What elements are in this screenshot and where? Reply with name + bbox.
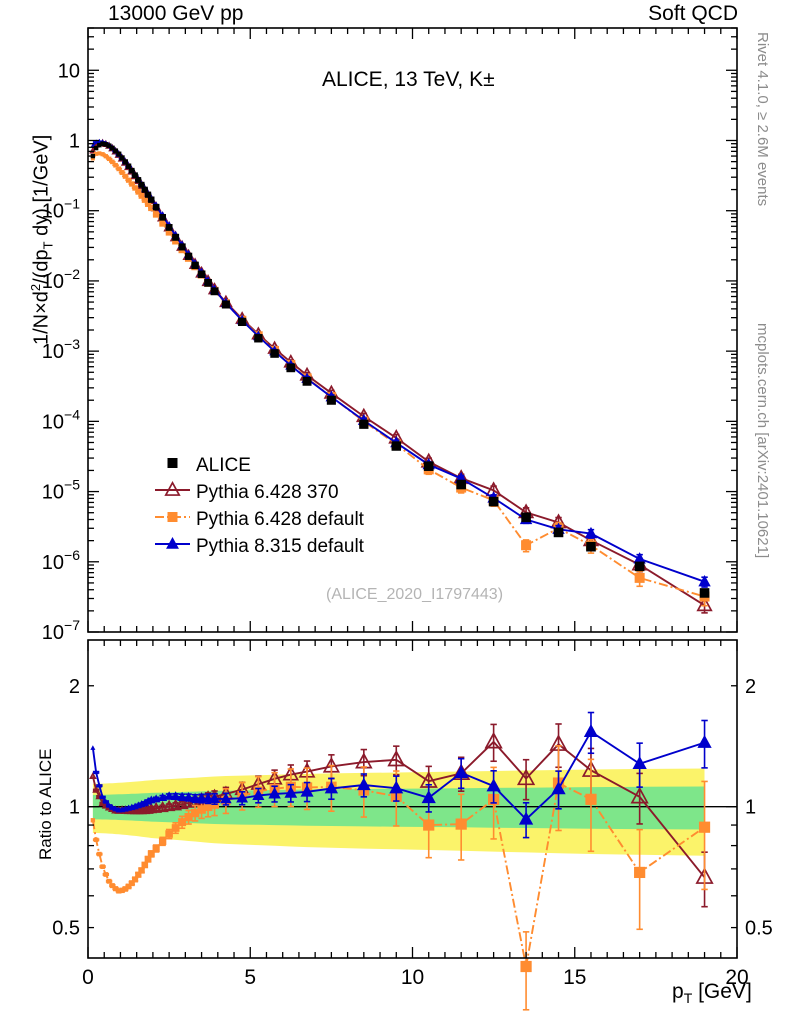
legend-entry-2 — [155, 512, 190, 522]
x-tick-label: 20 — [725, 966, 748, 989]
plot-title: ALICE, 13 TeV, K± — [322, 68, 495, 92]
main-y-tick-label: 10−7 — [42, 617, 80, 644]
x-tick-label: 10 — [401, 966, 424, 989]
main-y-tick-label: 10−1 — [42, 196, 80, 223]
main-y-tick-label: 10−3 — [42, 336, 80, 363]
main-y-tick-label: 10−5 — [42, 477, 80, 504]
legend-entry-0 — [167, 458, 178, 468]
ratio-y-tick-label-left: 2 — [69, 676, 80, 698]
main-series-pythia6-default-line — [92, 152, 705, 598]
ratio-y-tick-label-left: 1 — [69, 797, 80, 819]
ratio-y-tick-label-right: 1 — [745, 797, 756, 819]
legend-entry-1 — [155, 480, 190, 496]
x-axis-label: pT [GeV] — [672, 980, 752, 1006]
main-y-tick-label: 10−4 — [42, 406, 80, 433]
main-y-tick-label: 1 — [69, 130, 80, 152]
plot-title-text: ALICE, 13 TeV, K± — [322, 68, 495, 91]
main-series-pythia8-default-line — [92, 140, 705, 583]
ratio-y-tick-label-left: 0.5 — [52, 918, 80, 940]
x-tick-label: 15 — [563, 966, 586, 989]
main-series-pythia6-370 — [89, 138, 713, 614]
main-panel-frame — [87, 27, 738, 633]
legend-label-3: Pythia 8.315 default — [196, 536, 364, 557]
main-y-tick-label: 10−2 — [42, 266, 80, 293]
ratio-series-pythia8-default — [90, 711, 712, 839]
xlabel-p: p — [672, 980, 684, 1003]
legend-label-0: ALICE — [196, 455, 251, 476]
x-tick-label: 0 — [82, 966, 94, 989]
xlabel-sub: T — [683, 990, 693, 1007]
ratio-y-tick-label-right: 2 — [745, 676, 756, 698]
analysis-id-watermark: (ALICE_2020_I1797443) — [326, 586, 504, 603]
header-left-label: 13000 GeV pp — [108, 2, 244, 25]
main-y-tick-label: 10−6 — [42, 547, 80, 574]
main-y-tick-label: 10 — [58, 60, 80, 82]
ratio-y-tick-label-right: 0.5 — [745, 918, 773, 940]
legend-label-1: Pythia 6.428 370 — [196, 482, 339, 503]
legend-label-2: Pythia 6.428 default — [196, 509, 364, 530]
xlabel-unit: [GeV] — [692, 980, 752, 1003]
legend-entry-3 — [155, 537, 190, 549]
main-series-pythia8-default — [90, 138, 711, 588]
header-right-label: Soft QCD — [648, 2, 738, 25]
main-series-pythia6-default — [90, 151, 710, 607]
main-series-pythia6-370-line — [92, 142, 706, 607]
main-series-alice — [90, 141, 710, 598]
x-tick-label: 5 — [244, 966, 256, 989]
